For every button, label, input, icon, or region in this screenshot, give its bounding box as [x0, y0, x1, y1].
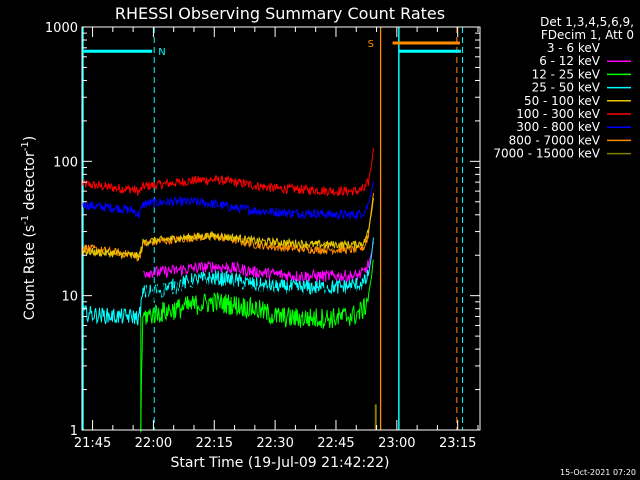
x-tick-label: 23:00 — [378, 436, 415, 451]
x-tick-label: 22:00 — [135, 436, 172, 451]
y-tick-label: 100 — [53, 155, 78, 170]
legend-label: 7000 - 15000 keV — [493, 147, 600, 161]
series-12-25-kev — [140, 259, 374, 433]
x-tick-label: 22:15 — [196, 436, 233, 451]
series-300-800-kev — [81, 181, 374, 221]
night-label: S — [368, 39, 374, 50]
legend-label: 6 - 12 keV — [539, 54, 601, 68]
y-tick-label: 10 — [61, 290, 78, 305]
legend-label: 3 - 6 keV — [547, 41, 601, 55]
legend-label: 12 - 25 keV — [532, 67, 601, 81]
legend-label: 300 - 800 keV — [516, 120, 600, 134]
legend: Det 1,3,4,5,6,9, FDecim 1, Att 0 3 - 6 k… — [493, 15, 634, 161]
series-3-6-kev — [142, 244, 375, 306]
y-tick-label: 1 — [70, 424, 78, 439]
x-axis-label: Start Time (19-Jul-09 21:42:22) — [170, 455, 389, 471]
series-100-300-kev — [81, 147, 374, 197]
saa-label: N — [158, 47, 165, 58]
legend-header-2: FDecim 1, Att 0 — [541, 28, 634, 42]
y-tick-label: 1000 — [45, 21, 78, 36]
footer-date: 15-Oct-2021 07:20 — [560, 468, 636, 477]
x-tick-label: 21:45 — [74, 436, 111, 451]
x-tick-label: 23:15 — [439, 436, 476, 451]
plot-area: NS — [81, 27, 464, 433]
legend-label: 25 - 50 keV — [532, 81, 601, 95]
y-axis-label: Count Rate (s-1 detector-1) — [20, 136, 38, 320]
legend-label: 800 - 7000 keV — [509, 133, 601, 147]
series-50-100-kev — [81, 197, 374, 261]
plot-frame — [81, 26, 481, 431]
series-25-50-kev — [81, 237, 374, 326]
legend-label: 50 - 100 keV — [524, 94, 601, 108]
series-6-12-kev — [143, 242, 375, 283]
legend-label: 100 - 300 keV — [516, 107, 600, 121]
x-tick-label: 22:45 — [317, 436, 354, 451]
axes: 1 10 100 1000 21:45 22:00 22:15 22:30 22:45 23:00… — [45, 21, 481, 451]
chart-title: RHESSI Observing Summary Count Rates — [115, 4, 445, 23]
legend-header-1: Det 1,3,4,5,6,9, — [540, 15, 634, 29]
x-tick-label: 22:30 — [256, 436, 293, 451]
